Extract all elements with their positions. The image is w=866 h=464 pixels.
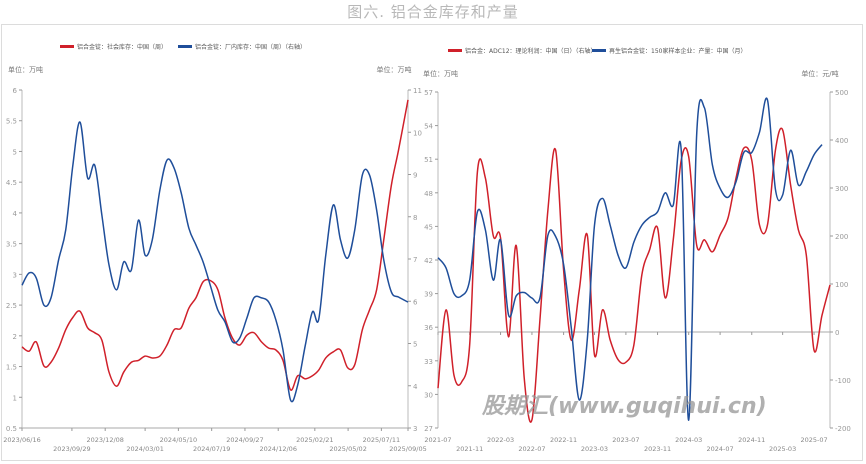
right-tick-label: 400: [835, 137, 848, 145]
legend-swatch: [178, 45, 192, 48]
x-tick-label: 2025/02/21: [296, 436, 333, 444]
series-line-1: [21, 99, 409, 391]
left-unit-label: 单位：万吨: [423, 69, 458, 78]
x-tick-label: 2023-07: [612, 436, 639, 444]
left-tick-label: 27: [424, 425, 433, 433]
right-tick-label: 3: [413, 425, 417, 433]
x-tick-label: 2024/07/19: [193, 445, 230, 453]
left-tick-label: 48: [424, 190, 433, 198]
left-tick-label: 3.5: [6, 241, 17, 249]
x-tick-label: 2024-07: [707, 445, 734, 453]
right-tick-label: 4: [413, 383, 418, 391]
left-tick-label: 45: [424, 223, 433, 231]
left-tick-label: 5: [13, 148, 17, 156]
left-tick-label: 2.5: [6, 302, 17, 310]
left-unit-label: 单位：万吨: [8, 65, 43, 74]
figure-title: 图六. 铝合金库存和产量: [347, 3, 519, 21]
right-tick-label: 300: [835, 185, 848, 193]
left-tick-label: 5.5: [6, 118, 17, 126]
x-tick-label: 2025/09/05: [389, 445, 426, 453]
x-tick-label: 2024/09/27: [226, 436, 263, 444]
left-tick-label: 54: [424, 123, 433, 131]
right-tick-label: 10: [413, 129, 422, 137]
x-tick-label: 2023/12/08: [86, 436, 123, 444]
chart-panel: [1, 24, 863, 461]
x-tick-label: 2023-03: [581, 445, 608, 453]
legend-swatch: [592, 49, 606, 52]
x-tick-label: 2023/06/16: [3, 436, 40, 444]
legend-swatch: [448, 49, 462, 52]
series-line-1: [437, 127, 831, 423]
watermark: 股期汇(www.guqihui.cn): [482, 394, 767, 419]
x-tick-label: 2023/09/29: [53, 445, 90, 453]
left-tick-label: 39: [424, 291, 433, 299]
left-tick-label: 6: [13, 87, 18, 95]
x-tick-label: 2022-07: [518, 445, 545, 453]
right-tick-label: 5: [413, 341, 417, 349]
left-tick-label: 4.5: [6, 179, 17, 187]
right-tick-label: 7: [413, 256, 417, 264]
legend-swatch: [60, 45, 74, 48]
series-line-2: [21, 121, 409, 403]
legend-label: 铝合金锭：社会库存：中国（周）: [77, 43, 167, 51]
x-tick-label: 2024-11: [738, 436, 765, 444]
x-tick-label: 2024/03/01: [126, 445, 163, 453]
left-tick-label: 51: [424, 156, 433, 164]
x-tick-label: 2024/05/10: [160, 436, 197, 444]
x-tick-label: 2024-03: [675, 436, 702, 444]
right-unit-label: 单位：元/吨: [801, 69, 838, 78]
right-unit-label: 单位：万吨: [377, 65, 412, 74]
right-tick-label: -100: [835, 377, 851, 385]
left-tick-label: 30: [424, 391, 433, 399]
right-tick-label: 8: [413, 214, 417, 222]
x-tick-label: 2021-07: [424, 436, 451, 444]
right-tick-label: 6: [413, 298, 418, 306]
chart-2: 27 30 33 36 39 42 45 48 51 54 57 -200 -100 0 100 200 300…: [423, 47, 851, 453]
legend-label: 再生铝合金锭：150家样本企业：产量：中国（月）: [609, 47, 746, 55]
x-tick-label: 2023-11: [644, 445, 671, 453]
left-tick-label: 36: [424, 324, 433, 332]
x-tick-label: 2024/12/06: [259, 445, 296, 453]
x-tick-label: 2022-03: [487, 436, 514, 444]
x-tick-label: 2025/05/02: [329, 445, 366, 453]
legend-label: 铝合金：ADC12：理论利润：中国（日）（右轴）: [465, 47, 597, 55]
right-tick-label: 9: [413, 172, 417, 180]
series-line-2: [437, 97, 823, 421]
x-tick-label: 2025-07: [800, 436, 827, 444]
right-tick-label: 11: [413, 87, 422, 95]
chart-1: 0.5 1 1.5 2 2.5 3 3.5 4 4.5 5 5.5 6 3 4 5 6 7 8 9 10 11 2023/…: [3, 43, 426, 453]
x-tick-label: 2025/07/11: [363, 436, 400, 444]
x-tick-label: 2022-11: [550, 436, 577, 444]
left-tick-label: 57: [424, 89, 433, 97]
right-tick-label: 0: [835, 329, 839, 337]
right-tick-label: 500: [835, 89, 848, 97]
left-tick-label: 1.5: [6, 364, 17, 372]
left-tick-label: 2: [13, 333, 17, 341]
x-tick-label: 2025-03: [769, 445, 796, 453]
left-tick-label: 0.5: [6, 425, 17, 433]
left-tick-label: 4: [13, 210, 18, 218]
legend-label: 铝合金锭：厂内库存：中国（周）（右轴）: [195, 43, 306, 51]
right-tick-label: 200: [835, 233, 848, 241]
left-tick-label: 33: [424, 358, 433, 366]
left-tick-label: 3: [13, 271, 17, 279]
left-tick-label: 1: [13, 394, 17, 402]
x-tick-label: 2021-11: [456, 445, 483, 453]
right-tick-label: -200: [835, 425, 851, 433]
right-tick-label: 100: [835, 281, 848, 289]
left-tick-label: 42: [424, 257, 433, 265]
